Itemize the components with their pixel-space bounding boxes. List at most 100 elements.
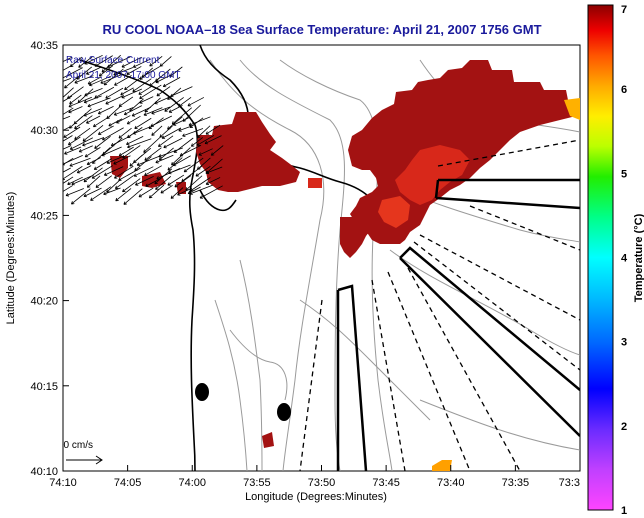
current-vector: [69, 94, 82, 105]
colorbar: [587, 4, 614, 511]
scale-arrow: [66, 455, 103, 465]
sample-boxes: [336, 178, 580, 471]
current-vector: [74, 115, 93, 130]
current-vector: [190, 137, 203, 147]
current-vector: [86, 175, 101, 188]
current-vector: [126, 115, 141, 125]
x-tick-label: 73:40: [437, 477, 465, 489]
current-vector: [134, 117, 152, 129]
current-vector: [179, 144, 202, 157]
current-vector: [163, 137, 183, 149]
current-vector: [196, 135, 215, 146]
current-vector: [114, 165, 134, 179]
current-vector: [151, 125, 163, 136]
y-tick-label: 40:10: [30, 466, 58, 478]
y-tick-label: 40:15: [30, 381, 58, 393]
current-vector: [139, 84, 162, 99]
current-vector: [84, 54, 103, 65]
current-vector: [124, 77, 141, 91]
current-vector: [170, 187, 184, 199]
current-vector: [82, 137, 104, 147]
current-vector: [183, 157, 204, 173]
sst-patch-southwest: [340, 217, 372, 258]
sst-patch-mid: [378, 196, 410, 228]
sst-patch-small-3: [176, 182, 186, 194]
current-vector: [162, 77, 181, 88]
current-vector: [187, 97, 205, 107]
current-vector: [123, 188, 143, 205]
current-vector: [78, 145, 93, 153]
current-vector: [149, 56, 163, 67]
y-tick-label: 40:30: [30, 125, 58, 137]
colorbar-ticks: 7 6 5 4 3 2 1: [621, 4, 628, 517]
current-vector: [89, 75, 112, 87]
current-vector: [63, 56, 73, 62]
sst-patch-dot: [262, 432, 274, 448]
current-vector: [129, 154, 143, 167]
current-vector: [136, 155, 162, 167]
current-vector: [110, 135, 132, 147]
current-vector: [69, 157, 91, 167]
scale-label: 50 cm/s: [58, 440, 93, 451]
current-vector: [172, 116, 191, 126]
current-vector: [98, 65, 114, 77]
current-vector: [85, 115, 101, 124]
current-vector: [164, 97, 184, 112]
current-vector: [64, 146, 82, 155]
y-tick-label: 40:35: [30, 40, 58, 52]
current-vector: [68, 106, 83, 114]
colorbar-tick-label: 5: [621, 168, 627, 180]
current-vector: [114, 175, 134, 189]
current-vector: [174, 175, 192, 188]
current-vector: [145, 178, 161, 187]
current-vector: [63, 115, 71, 120]
current-vector: [71, 175, 92, 186]
current-vector: [63, 176, 74, 184]
current-vector: [92, 115, 111, 128]
current-vector: [198, 148, 213, 156]
current-vector: [155, 176, 172, 190]
current-vector: [63, 77, 72, 82]
current-vector: [63, 95, 73, 103]
current-vector: [204, 135, 222, 145]
current-vector: [105, 87, 124, 99]
current-vectors: [63, 54, 224, 205]
current-vector: [63, 166, 83, 181]
current-vector: [178, 125, 194, 132]
current-vector: [103, 68, 124, 86]
current-vector: [133, 166, 154, 177]
current-vector: [74, 75, 94, 84]
current-vector: [151, 106, 171, 115]
current-vector: [63, 126, 81, 138]
current-vector: [63, 135, 73, 142]
current-vector: [103, 187, 121, 196]
current-vector: [154, 96, 172, 105]
current-vector: [205, 166, 223, 175]
current-vector: [101, 146, 122, 157]
current-vector: [70, 188, 91, 205]
current-vector: [69, 137, 94, 150]
current-vector: [182, 128, 204, 137]
current-vector: [93, 158, 112, 170]
x-tick-label: 73:3: [559, 477, 580, 489]
current-vector: [168, 105, 183, 113]
sst-patch-edge: [564, 98, 580, 120]
current-vector: [122, 178, 141, 193]
current-vector: [158, 135, 174, 147]
y-tick-label: 40:25: [30, 210, 58, 222]
sst-patches: [110, 60, 580, 471]
colorbar-tick-label: 1: [621, 505, 627, 517]
current-vector: [120, 87, 134, 96]
current-vector: [131, 106, 152, 117]
current-vector: [83, 187, 102, 198]
current-vector: [172, 155, 191, 167]
current-vector: [114, 75, 132, 86]
current-vector: [139, 96, 154, 104]
current-vector: [148, 184, 165, 199]
current-vector: [83, 108, 102, 117]
current-vector: [159, 56, 172, 67]
current-vector: [84, 87, 103, 97]
current-vector: [141, 66, 161, 78]
x-tick-label: 73:55: [243, 477, 271, 489]
colorbar-tick-label: 2: [621, 421, 627, 433]
